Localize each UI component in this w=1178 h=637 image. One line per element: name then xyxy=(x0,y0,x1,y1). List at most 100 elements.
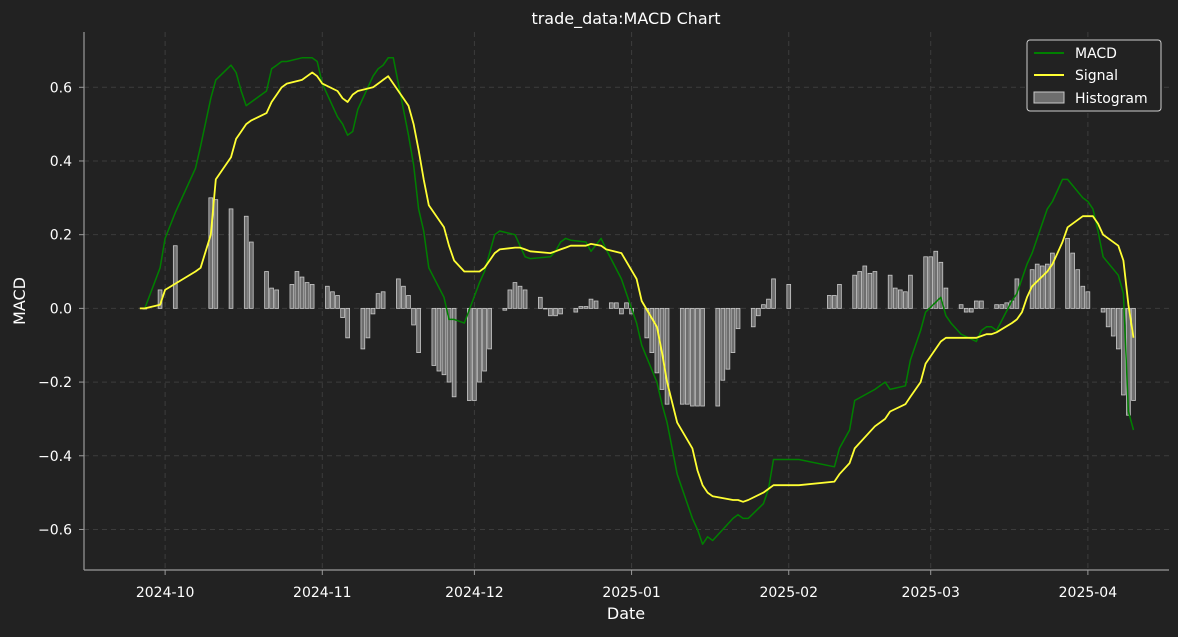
histogram-bar xyxy=(578,306,584,309)
histogram-bar xyxy=(411,307,416,326)
histogram-bar xyxy=(335,295,340,309)
histogram-bars xyxy=(142,197,1136,416)
histogram-bar xyxy=(679,307,685,405)
histogram-bar xyxy=(1065,237,1070,309)
histogram-bar xyxy=(340,307,345,318)
histogram-bar xyxy=(538,296,543,309)
histogram-bar xyxy=(573,307,579,313)
legend-signal-label: Signal xyxy=(1075,68,1118,84)
histogram-bar xyxy=(375,293,381,309)
axes xyxy=(83,32,1169,571)
histogram-bar xyxy=(700,307,705,407)
macd-line xyxy=(144,57,1135,545)
histogram-bar xyxy=(588,298,594,309)
histogram-bar xyxy=(943,287,949,309)
x-tick-label: 2024-11 xyxy=(293,585,352,601)
histogram-bar xyxy=(664,307,670,405)
histogram-bar xyxy=(1131,307,1136,401)
histogram-bar xyxy=(857,271,863,309)
histogram-bar xyxy=(730,307,736,353)
x-tick-label: 2024-10 xyxy=(136,585,195,601)
histogram-bar xyxy=(249,241,254,309)
histogram-bar xyxy=(451,307,457,398)
series-lines xyxy=(139,57,1135,545)
x-axis-label: Date xyxy=(607,604,645,623)
histogram-bar xyxy=(325,285,330,309)
histogram-bar xyxy=(771,278,776,309)
histogram-bar xyxy=(467,307,472,401)
histogram-bar xyxy=(431,307,437,366)
histogram-bar xyxy=(487,307,492,350)
histogram-bar xyxy=(548,307,553,317)
histogram-bar xyxy=(1100,307,1106,313)
histogram-bar xyxy=(309,284,315,309)
histogram-bar xyxy=(360,307,366,350)
legend-macd-label: MACD xyxy=(1075,46,1117,62)
histogram-bar xyxy=(1110,307,1116,337)
histogram-bar xyxy=(892,287,898,309)
histogram-bar xyxy=(695,307,700,407)
histogram-bar xyxy=(593,300,599,309)
histogram-bar xyxy=(299,276,305,309)
histogram-bar xyxy=(507,289,513,309)
y-tick-label: −0.6 xyxy=(38,522,72,538)
histogram-bar xyxy=(852,274,857,309)
histogram-bar xyxy=(715,307,721,407)
histogram-bar xyxy=(923,256,928,309)
histogram-bar xyxy=(543,307,548,310)
histogram-bar xyxy=(269,287,274,309)
histogram-bar xyxy=(477,307,482,383)
histogram-bar xyxy=(289,284,295,309)
histogram-bar xyxy=(958,304,964,309)
y-tick-label: 0.6 xyxy=(50,80,72,96)
histogram-bar xyxy=(228,208,234,309)
histogram-bar xyxy=(685,307,690,405)
histogram-bar xyxy=(974,300,979,309)
histogram-bar xyxy=(330,291,335,309)
histogram-bar xyxy=(756,307,761,317)
y-tick-label: −0.4 xyxy=(38,449,72,465)
histogram-bar xyxy=(968,307,974,313)
histogram-bar xyxy=(1115,307,1121,350)
legend: MACD Signal Histogram xyxy=(1026,39,1162,112)
y-tick-label: 0.4 xyxy=(50,154,72,170)
histogram-bar xyxy=(274,289,279,309)
histogram-bar xyxy=(472,307,477,401)
histogram-bar xyxy=(938,261,944,309)
histogram-bar xyxy=(294,271,300,309)
histogram-bar xyxy=(208,197,214,309)
histogram-bar xyxy=(558,307,563,315)
histogram-bar xyxy=(897,289,903,309)
histogram-bar xyxy=(624,302,629,309)
histogram-bar xyxy=(608,302,614,309)
y-tick-label: −0.2 xyxy=(38,375,72,391)
histogram-bar xyxy=(441,307,447,376)
histogram-bar xyxy=(872,271,878,309)
x-tick-label: 2025-04 xyxy=(1059,585,1118,601)
histogram-bar xyxy=(786,284,792,309)
histogram-bar xyxy=(750,307,756,328)
histogram-bar xyxy=(1050,252,1055,309)
histogram-bar xyxy=(264,271,269,309)
x-tick-label: 2024-12 xyxy=(445,585,504,601)
histogram-bar xyxy=(436,307,442,372)
histogram-bar xyxy=(649,307,655,353)
histogram-bar xyxy=(380,291,386,309)
histogram-bar xyxy=(482,307,487,372)
histogram-bar xyxy=(690,307,695,407)
histogram-bar xyxy=(1080,285,1086,309)
histogram-bar xyxy=(908,274,913,309)
x-tick-label: 2025-01 xyxy=(602,585,661,601)
histogram-bar xyxy=(619,307,624,315)
histogram-bar xyxy=(654,307,660,374)
y-tick-label: 0.0 xyxy=(50,301,72,317)
histogram-bar xyxy=(903,291,908,309)
histogram-bar xyxy=(720,307,726,381)
histogram-bar xyxy=(1034,263,1040,309)
histogram-bar xyxy=(512,282,518,309)
histogram-bar xyxy=(517,285,523,309)
histogram-bar xyxy=(213,199,219,309)
